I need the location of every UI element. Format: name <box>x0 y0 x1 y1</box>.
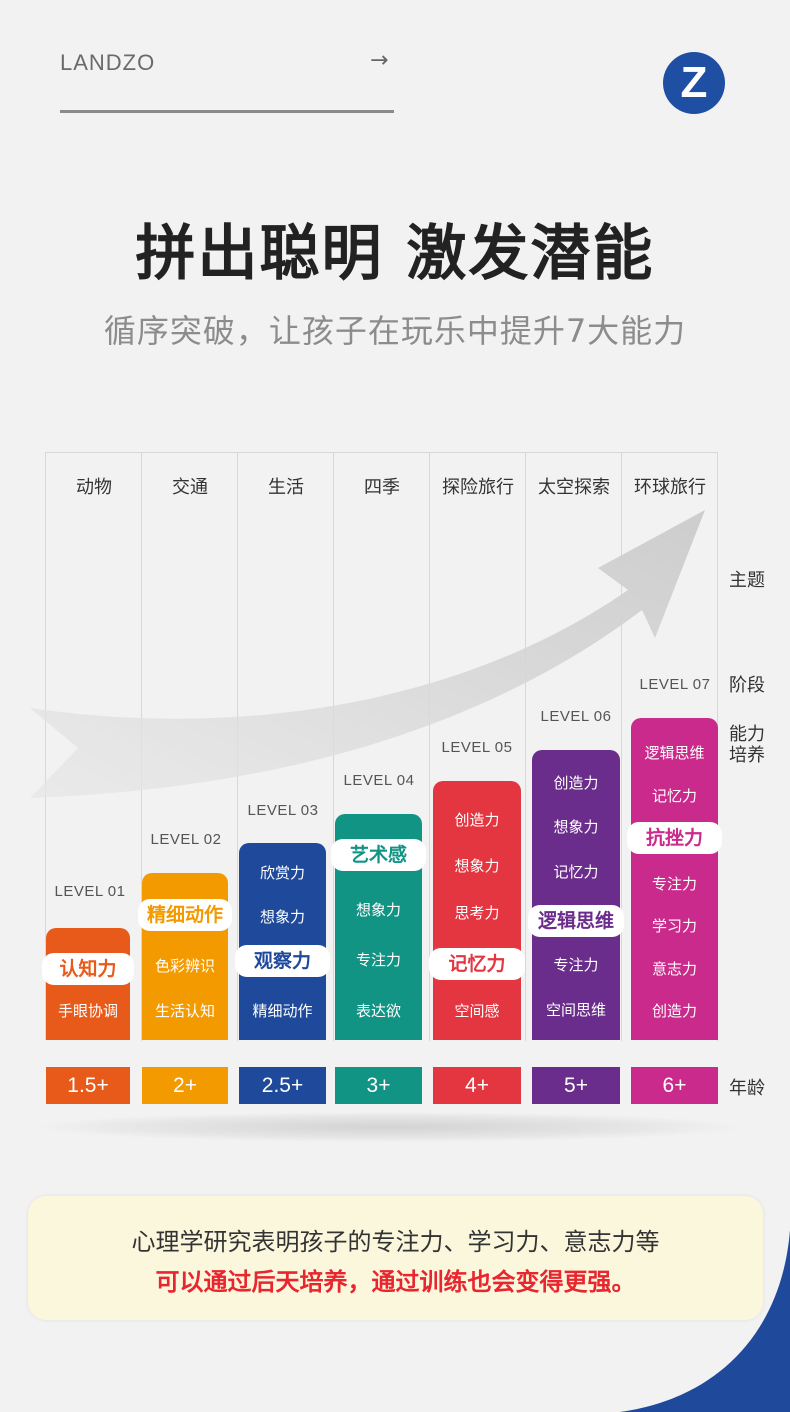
highlight-skill: 艺术感 <box>331 839 426 871</box>
info-note: 心理学研究表明孩子的专注力、学习力、意志力等 可以通过后天培养，通过训练也会变得… <box>28 1196 763 1320</box>
skill-item: 精细动作 <box>252 1002 313 1020</box>
note-text: 心理学研究表明孩子的专注力、学习力、意志力等 <box>131 1228 660 1256</box>
skill-item: 专注力 <box>651 875 697 893</box>
grid-column <box>526 453 622 1041</box>
skill-item: 想象力 <box>553 818 599 836</box>
age-badge: 4+ <box>433 1067 521 1104</box>
theme-label: 四季 <box>364 477 400 498</box>
row-label-ability: 能力 <box>729 724 765 745</box>
level-bar: 欣赏力 想象力 观察力 精细动作 <box>235 843 330 1040</box>
skill-item: 学习力 <box>651 917 697 935</box>
page-subtitle: 循序突破，让孩子在玩乐中提升7大能力 <box>103 312 687 350</box>
skill-item: 手眼协调 <box>57 1002 118 1020</box>
row-label-stage: 阶段 <box>729 675 765 696</box>
growth-arrow-icon <box>30 510 705 798</box>
level-label: LEVEL 01 <box>54 883 126 900</box>
row-label-ability: 培养 <box>729 745 765 766</box>
chart-shadow <box>40 1112 740 1142</box>
level-bar: 艺术感 想象力 专注力 表达欲 <box>331 814 426 1040</box>
brand-underline <box>60 110 394 113</box>
row-label-age: 年龄 <box>729 1078 765 1099</box>
highlight-skill: 精细动作 <box>138 899 232 931</box>
age-badge: 3+ <box>335 1067 422 1104</box>
theme-label: 动物 <box>76 477 112 498</box>
skill-item: 专注力 <box>355 951 401 969</box>
level-label: LEVEL 05 <box>441 739 513 756</box>
age-badge: 5+ <box>532 1067 620 1104</box>
skill-item: 想象力 <box>454 857 500 875</box>
level-label: LEVEL 06 <box>540 708 612 725</box>
skill-item: 色彩辨识 <box>154 957 215 975</box>
skill-item: 空间思维 <box>545 1001 606 1019</box>
skill-item: 欣赏力 <box>259 864 305 882</box>
level-bar: 创造力 想象力 记忆力 逻辑思维 专注力 空间思维 <box>528 750 624 1040</box>
skill-item: 表达欲 <box>355 1002 401 1020</box>
theme-label: 探险旅行 <box>442 477 514 498</box>
highlight-skill: 认知力 <box>42 953 134 985</box>
level-bar: 逻辑思维 记忆力 抗挫力 专注力 学习力 意志力 创造力 <box>627 718 722 1040</box>
skill-item: 空间感 <box>454 1002 500 1020</box>
skill-item: 创造力 <box>454 811 500 829</box>
corner-decoration <box>620 1230 790 1412</box>
level-label: LEVEL 03 <box>247 802 319 819</box>
grid-column <box>334 453 430 1041</box>
level-label: LEVEL 04 <box>343 772 415 789</box>
theme-label: 交通 <box>172 477 208 498</box>
theme-label: 环球旅行 <box>634 477 706 498</box>
level-bar: 认知力 手眼协调 <box>42 928 134 1040</box>
skill-item: 想象力 <box>259 908 305 926</box>
note-emphasis: 可以通过后天培养，通过训练也会变得更强。 <box>155 1268 636 1296</box>
highlight-skill: 观察力 <box>235 945 330 977</box>
age-badge: 1.5+ <box>46 1067 130 1104</box>
age-badge: 2+ <box>142 1067 228 1104</box>
level-label: LEVEL 07 <box>639 676 711 693</box>
arrow-right-icon[interactable]: → <box>370 48 389 73</box>
skill-item: 创造力 <box>651 1002 697 1020</box>
level-bar: 创造力 想象力 思考力 记忆力 空间感 <box>429 781 525 1040</box>
skill-item: 逻辑思维 <box>644 744 705 762</box>
level-label: LEVEL 02 <box>150 831 222 848</box>
skill-item: 生活认知 <box>154 1002 215 1020</box>
row-label-theme: 主题 <box>729 570 765 591</box>
skill-item: 意志力 <box>651 960 697 978</box>
brand-name: LANDZO <box>60 50 156 75</box>
grid-column <box>430 453 526 1041</box>
theme-label: 生活 <box>268 477 304 498</box>
skill-item: 记忆力 <box>651 787 697 805</box>
skill-item: 记忆力 <box>553 863 599 881</box>
highlight-skill: 逻辑思维 <box>528 905 624 937</box>
skill-item: 思考力 <box>454 904 500 922</box>
highlight-skill: 抗挫力 <box>627 822 722 854</box>
skill-item: 创造力 <box>553 774 599 792</box>
theme-label: 太空探索 <box>538 477 610 498</box>
page-title: 拼出聪明 激发潜能 <box>135 219 655 289</box>
skill-item: 专注力 <box>553 956 599 974</box>
highlight-skill: 记忆力 <box>429 948 525 980</box>
logo: Z <box>663 52 725 114</box>
age-badge: 6+ <box>631 1067 718 1104</box>
level-bar: 精细动作 色彩辨识 生活认知 <box>138 873 232 1040</box>
age-badge: 2.5+ <box>239 1067 326 1104</box>
skill-item: 想象力 <box>355 901 401 919</box>
